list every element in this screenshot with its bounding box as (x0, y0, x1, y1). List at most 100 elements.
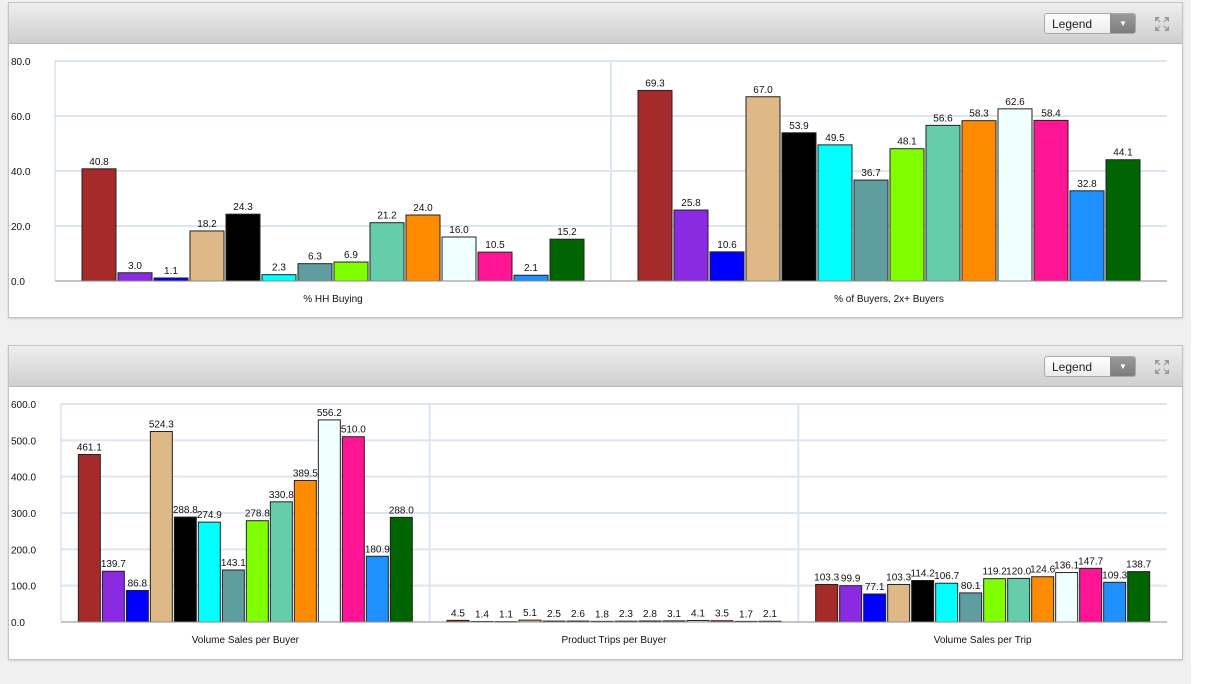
bar[interactable] (887, 583, 911, 623)
bar[interactable] (269, 501, 293, 623)
bar[interactable] (889, 148, 925, 282)
bar[interactable] (317, 419, 341, 623)
data-label: 99.9 (841, 574, 861, 585)
bar[interactable] (77, 453, 101, 623)
bar[interactable] (925, 124, 961, 282)
bar[interactable] (365, 555, 389, 623)
data-label: 2.3 (619, 609, 633, 620)
data-label: 62.6 (1005, 97, 1025, 108)
bar[interactable] (189, 230, 225, 282)
data-label: 288.0 (389, 505, 414, 516)
data-label: 510.0 (341, 425, 366, 436)
bar[interactable] (745, 96, 781, 282)
data-label: 109.3 (1102, 570, 1127, 581)
legend-dropdown[interactable]: Legend ▼ (1044, 356, 1136, 377)
data-label: 136.1 (1054, 561, 1079, 572)
bar[interactable] (389, 516, 413, 623)
expand-icon[interactable] (1153, 358, 1171, 376)
y-tick-label: 400.0 (11, 473, 36, 484)
bar[interactable] (1079, 567, 1103, 623)
data-label: 106.7 (934, 571, 959, 582)
legend-dropdown-label: Legend (1052, 17, 1093, 31)
data-label: 1.1 (499, 610, 513, 621)
panel-header: Legend ▼ (9, 346, 1182, 387)
bar[interactable] (81, 168, 117, 282)
bar[interactable] (637, 89, 673, 282)
bar[interactable] (911, 580, 935, 623)
bar[interactable] (369, 222, 405, 282)
bar[interactable] (997, 108, 1033, 282)
data-label: 1.1 (164, 266, 178, 277)
bar[interactable] (173, 516, 197, 623)
bar[interactable] (961, 120, 997, 282)
expand-icon[interactable] (1153, 15, 1171, 33)
bar[interactable] (959, 592, 983, 623)
bar[interactable] (197, 521, 221, 623)
bar[interactable] (477, 251, 513, 282)
bar[interactable] (673, 209, 709, 282)
chart-panel-bottom: Legend ▼ 0.0 100.0 200.0 300.0 400.0 500.0 600… (8, 345, 1183, 660)
bar[interactable] (101, 570, 125, 623)
bar[interactable] (839, 585, 863, 623)
bar[interactable] (1033, 119, 1069, 282)
y-tick-label: 20.0 (11, 222, 31, 233)
data-label: 36.7 (861, 168, 881, 179)
bar[interactable] (441, 236, 477, 282)
data-label: 4.1 (691, 609, 705, 620)
bar[interactable] (853, 179, 889, 282)
bar[interactable] (297, 263, 333, 282)
bar[interactable] (117, 272, 153, 282)
chart-panel-top: Legend ▼ 0.0 20.0 40.0 60.0 80.0 40.8 3.0 1.1 18… (8, 2, 1183, 318)
data-label: 32.8 (1077, 179, 1097, 190)
scrollbar-track[interactable] (1191, 0, 1232, 684)
chevron-down-icon[interactable]: ▼ (1110, 14, 1135, 33)
bar[interactable] (225, 213, 261, 282)
bar[interactable] (815, 583, 839, 623)
bar[interactable] (513, 274, 549, 282)
data-label: 24.3 (233, 202, 253, 213)
bar[interactable] (261, 274, 297, 282)
bar[interactable] (341, 436, 365, 623)
x-category-label: % HH Buying (303, 294, 362, 305)
bar[interactable] (1103, 581, 1127, 623)
data-label: 5.1 (523, 608, 537, 619)
bar[interactable] (245, 520, 269, 623)
x-category-label: % of Buyers, 2x+ Buyers (834, 294, 944, 305)
y-tick-label: 60.0 (11, 112, 31, 123)
data-label: 10.6 (717, 240, 737, 251)
bar[interactable] (1105, 159, 1141, 282)
bar[interactable] (1127, 571, 1151, 623)
data-label: 138.7 (1126, 560, 1151, 571)
bar[interactable] (125, 589, 149, 623)
bar[interactable] (333, 261, 369, 282)
bar[interactable] (293, 479, 317, 623)
bar[interactable] (709, 251, 745, 282)
bar[interactable] (863, 593, 887, 623)
data-label: 1.8 (595, 609, 609, 620)
data-label: 56.6 (933, 113, 953, 124)
data-label: 143.1 (221, 558, 246, 569)
x-category-label: Volume Sales per Buyer (192, 635, 300, 646)
bar[interactable] (1055, 572, 1079, 623)
data-label: 3.1 (667, 609, 681, 620)
bar[interactable] (1069, 190, 1105, 282)
y-tick-label: 100.0 (11, 582, 36, 593)
bar[interactable] (221, 569, 245, 623)
bar[interactable] (1031, 576, 1055, 623)
bar[interactable] (405, 214, 441, 282)
data-label: 58.4 (1041, 108, 1061, 119)
bar[interactable] (781, 132, 817, 282)
legend-dropdown[interactable]: Legend ▼ (1044, 13, 1136, 34)
bar[interactable] (1007, 577, 1031, 623)
x-category-label: Product Trips per Buyer (561, 635, 667, 646)
data-label: 3.0 (128, 261, 142, 272)
bar[interactable] (817, 144, 853, 282)
bar[interactable] (935, 582, 959, 623)
chevron-down-icon[interactable]: ▼ (1110, 357, 1135, 376)
data-label: 139.7 (101, 559, 126, 570)
bar[interactable] (983, 578, 1007, 623)
data-label: 103.3 (814, 572, 839, 583)
bar[interactable] (549, 238, 585, 282)
bar[interactable] (149, 431, 173, 623)
y-tick-label: 40.0 (11, 167, 31, 178)
